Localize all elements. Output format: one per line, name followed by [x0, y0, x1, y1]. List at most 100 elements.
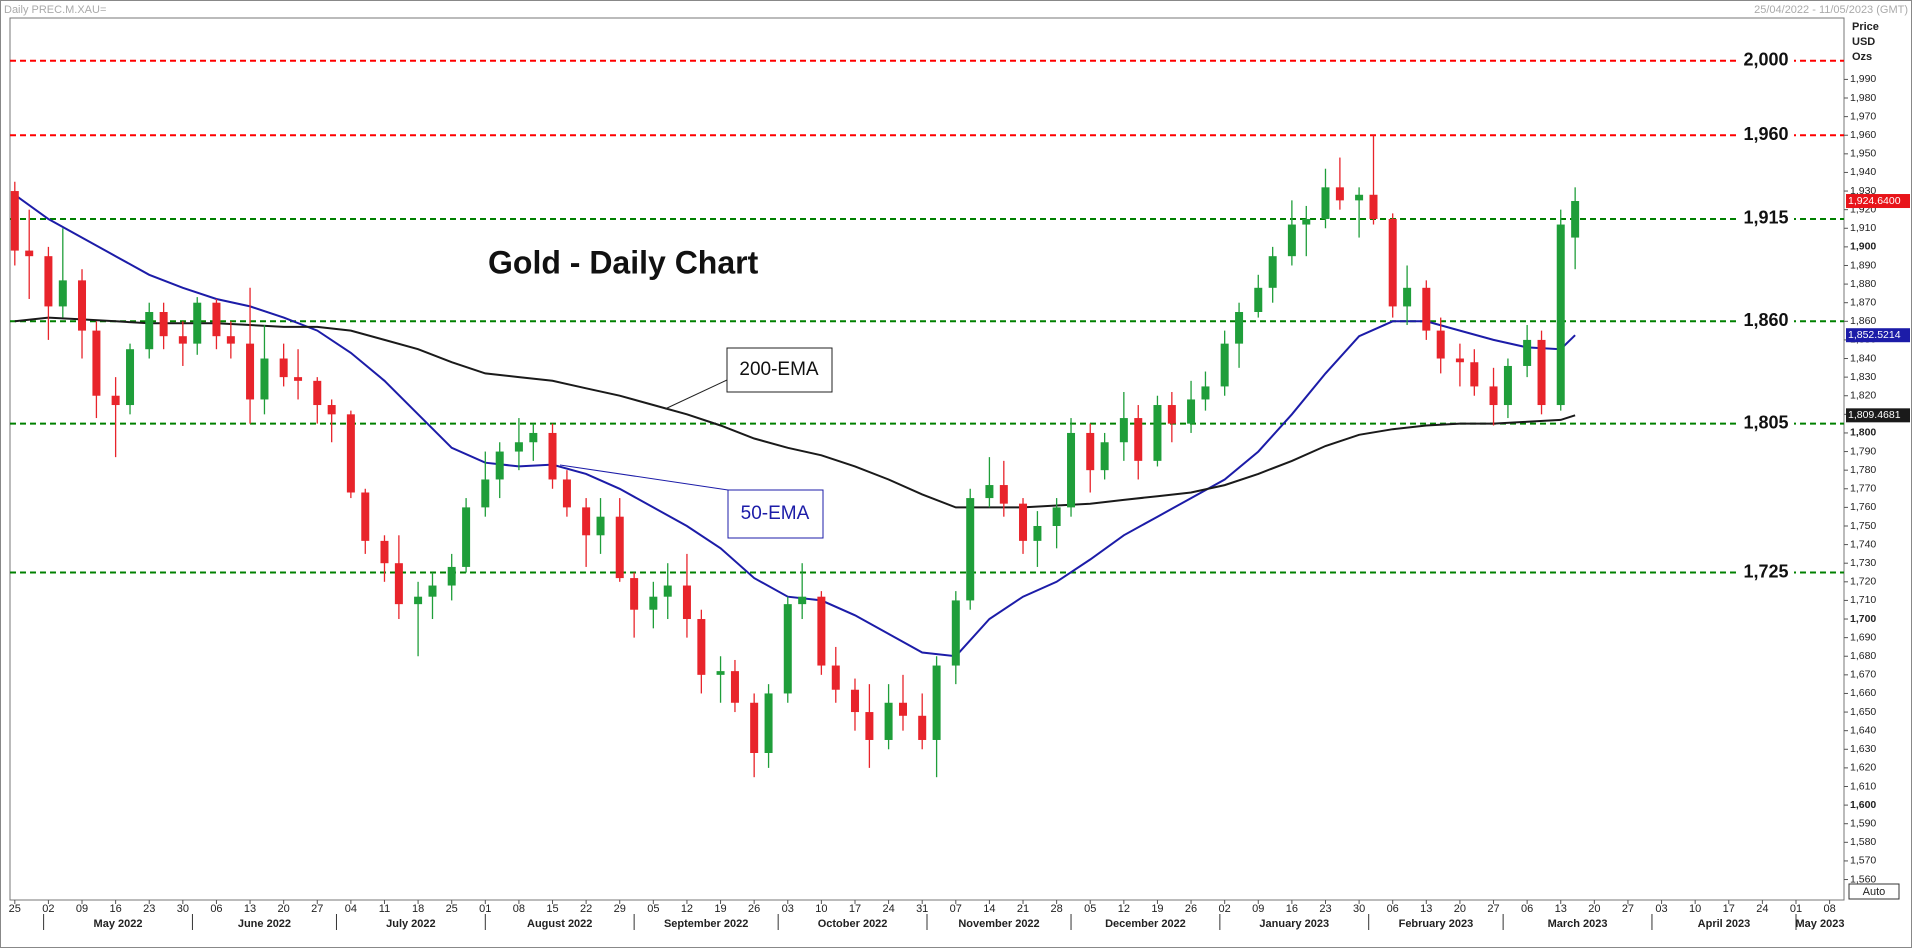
x-tick-label: 07 — [950, 903, 962, 915]
candle-body — [260, 358, 269, 400]
x-tick-label: 11 — [379, 903, 390, 915]
month-label: May 2022 — [94, 918, 143, 930]
x-tick-label: 12 — [1118, 903, 1130, 915]
candle-body — [649, 596, 658, 610]
candle-body — [44, 256, 53, 307]
level-label-bg — [1738, 310, 1794, 333]
level-label-bg — [1738, 207, 1794, 230]
candle-body — [313, 380, 322, 406]
y-tick-label: 1,740 — [1850, 538, 1876, 550]
x-tick-label: 20 — [1588, 903, 1600, 915]
month-label: November 2022 — [958, 918, 1039, 930]
y-tick-label: 1,690 — [1850, 631, 1876, 643]
candle-body — [58, 280, 67, 307]
candle-body — [394, 563, 403, 605]
candle-body — [1086, 432, 1095, 471]
x-tick-label: 27 — [311, 903, 323, 915]
candle-body — [25, 250, 34, 257]
candle-body — [1455, 358, 1464, 363]
price-tag-label: 1,809.4681 — [1848, 409, 1901, 421]
x-tick-label: 02 — [42, 903, 54, 915]
y-tick-label: 1,820 — [1850, 390, 1876, 402]
y-tick-label: 1,590 — [1850, 817, 1876, 829]
x-tick-label: 16 — [1286, 903, 1298, 915]
y-tick-label: 1,940 — [1850, 166, 1876, 178]
annotation-box — [727, 489, 824, 539]
price-tag — [1846, 408, 1910, 423]
x-tick-label: 23 — [143, 903, 155, 915]
x-tick-label: 03 — [782, 903, 794, 915]
x-tick-label: 10 — [1689, 903, 1701, 915]
x-tick-label: 02 — [1219, 903, 1231, 915]
x-tick-label: 09 — [1252, 903, 1264, 915]
candle-body — [898, 702, 907, 716]
candle-body — [212, 302, 221, 337]
y-tick-label: 1,790 — [1850, 445, 1876, 457]
candle-body — [1537, 339, 1546, 406]
candle-body — [1556, 224, 1565, 406]
x-tick-label: 28 — [1051, 903, 1063, 915]
candle-body — [447, 566, 456, 586]
candle-body — [1523, 339, 1532, 366]
x-tick-label: 08 — [513, 903, 525, 915]
level-label: 1,960 — [1743, 124, 1788, 144]
y-tick-label: 1,980 — [1850, 92, 1876, 104]
y-tick-label: 1,630 — [1850, 743, 1876, 755]
x-tick-label: 24 — [882, 903, 894, 915]
candle-body — [548, 432, 557, 480]
y-axis-title: Ozs — [1852, 51, 1872, 63]
level-label: 1,915 — [1743, 208, 1788, 228]
candle-body — [126, 349, 135, 406]
candle-body — [294, 377, 303, 381]
level-label-bg — [1738, 49, 1794, 72]
candle-body — [1167, 405, 1176, 424]
month-label: January 2023 — [1259, 918, 1329, 930]
y-tick-label: 1,650 — [1850, 706, 1876, 718]
price-tag — [1846, 194, 1910, 209]
month-label: December 2022 — [1105, 918, 1186, 930]
candle-body — [1436, 330, 1445, 359]
x-tick-label: 24 — [1756, 903, 1768, 915]
candle-body — [817, 596, 826, 666]
level-label-bg — [1738, 412, 1794, 435]
plot-area — [9, 17, 1845, 901]
month-label: October 2022 — [818, 918, 888, 930]
candle-body — [1470, 362, 1479, 387]
y-tick-label: 1,890 — [1850, 259, 1876, 271]
candle-body — [462, 507, 471, 567]
y-tick-label: 1,770 — [1850, 483, 1876, 495]
y-tick-label: 1,870 — [1850, 296, 1876, 308]
y-tick-label: 1,700 — [1850, 613, 1876, 625]
candle-body — [1369, 194, 1378, 219]
candle-body — [663, 585, 672, 597]
level-label: 2,000 — [1743, 50, 1788, 70]
candle-body — [682, 585, 691, 620]
level-label: 1,860 — [1743, 310, 1788, 330]
auto-button[interactable] — [1848, 883, 1900, 900]
candle-body — [1254, 287, 1263, 312]
x-tick-label: 23 — [1319, 903, 1331, 915]
y-tick-label: 1,610 — [1850, 780, 1876, 792]
x-tick-label: 01 — [479, 903, 491, 915]
auto-button-label[interactable]: Auto — [1863, 886, 1886, 898]
candle-body — [1052, 507, 1061, 526]
x-tick-label: 04 — [345, 903, 357, 915]
y-tick-label: 1,620 — [1850, 762, 1876, 774]
y-tick-label: 1,960 — [1850, 129, 1876, 141]
y-tick-label: 1,780 — [1850, 464, 1876, 476]
instrument: Daily PREC.M.XAU= — [4, 4, 106, 16]
candle-body — [1268, 256, 1277, 288]
candle-body — [918, 715, 927, 740]
price-tag-label: 1,924.6400 — [1848, 195, 1901, 207]
x-tick-label: 30 — [177, 903, 189, 915]
y-tick-label: 1,750 — [1850, 520, 1876, 532]
candle-body — [481, 479, 490, 508]
x-tick-label: 06 — [1521, 903, 1533, 915]
annotation: 50-EMA — [741, 503, 810, 524]
candle-body — [716, 671, 725, 675]
x-tick-label: 01 — [1790, 903, 1802, 915]
candle-body — [966, 498, 975, 601]
x-tick-label: 14 — [983, 903, 995, 915]
candle-body — [1235, 312, 1244, 344]
candle-body — [697, 619, 706, 675]
